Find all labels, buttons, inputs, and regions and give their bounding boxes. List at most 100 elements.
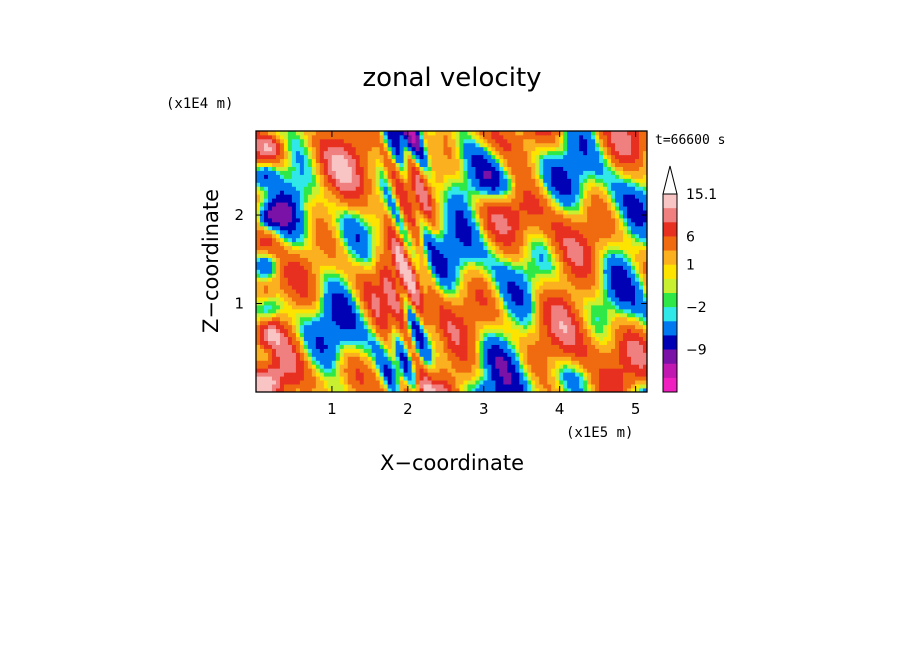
field-cell [479, 134, 484, 140]
field-cell [539, 190, 544, 195]
field-cell [507, 340, 512, 345]
field-cell [487, 221, 492, 227]
field-cell [555, 257, 560, 262]
field-cell [267, 158, 273, 164]
field-cell [339, 301, 345, 306]
field-cell [387, 277, 393, 282]
field-cell [419, 182, 424, 187]
field-cell [507, 289, 512, 294]
field-cell [431, 273, 436, 278]
field-cell [375, 376, 381, 381]
field-cell [319, 131, 325, 136]
field-cell [387, 289, 393, 294]
field-cell [331, 134, 337, 140]
field-cell [299, 376, 305, 381]
field-cell [531, 138, 536, 144]
field-cell [323, 340, 329, 345]
field-cell [439, 356, 444, 361]
field-cell [347, 352, 353, 357]
field-cell [355, 154, 361, 160]
field-cell [503, 320, 508, 326]
field-cell [439, 138, 444, 144]
field-cell [435, 146, 440, 152]
field-cell [503, 305, 508, 310]
field-cell [327, 380, 333, 385]
field-cell [267, 301, 273, 306]
field-cell [283, 289, 289, 294]
field-cell [415, 332, 420, 338]
field-cell [531, 372, 536, 377]
field-cell [523, 202, 528, 207]
field-cell [523, 380, 528, 385]
field-cell [399, 186, 405, 191]
field-cell [339, 221, 345, 227]
field-cell [491, 301, 496, 306]
field-cell [451, 320, 456, 326]
field-cell [323, 198, 329, 203]
field-cell [339, 131, 345, 136]
field-cell [455, 360, 460, 365]
field-cell [475, 202, 480, 207]
field-cell [339, 305, 345, 310]
field-cell [315, 388, 321, 393]
field-cell [323, 277, 329, 282]
field-cell [551, 301, 556, 306]
field-cell [455, 229, 460, 235]
field-cell [435, 384, 440, 389]
field-cell [311, 293, 317, 298]
field-cell [431, 162, 436, 167]
field-cell [403, 368, 409, 373]
field-cell [351, 190, 357, 195]
field-cell [467, 332, 472, 338]
field-cell [547, 237, 552, 243]
field-cell [463, 225, 468, 231]
field-cell [455, 134, 460, 140]
field-cell [419, 237, 424, 243]
field-cell [379, 340, 385, 345]
field-cell [335, 277, 341, 282]
field-cell [391, 340, 397, 345]
field-cell [315, 146, 321, 152]
field-cell [315, 214, 321, 219]
field-cell [487, 293, 492, 298]
field-cell [519, 364, 524, 369]
field-cell [287, 162, 293, 167]
field-cell [419, 150, 424, 156]
field-cell [303, 372, 309, 377]
field-cell [507, 312, 512, 318]
field-cell [431, 134, 436, 140]
field-cell [495, 131, 500, 136]
field-cell [515, 249, 520, 254]
field-cell [291, 253, 297, 258]
field-cell [303, 162, 309, 167]
field-cell [339, 190, 345, 195]
field-cell [267, 146, 273, 152]
field-cell [419, 206, 424, 211]
field-cell [499, 154, 504, 160]
field-cell [379, 142, 385, 148]
field-cell [551, 225, 556, 231]
field-cell [423, 380, 428, 385]
field-cell [543, 221, 548, 227]
field-cell [391, 265, 397, 270]
field-cell [259, 174, 265, 179]
field-cell [359, 142, 365, 148]
field-cell [387, 206, 393, 211]
field-cell [503, 237, 508, 243]
field-cell [519, 289, 524, 294]
field-cell [387, 372, 393, 377]
field-cell [535, 297, 540, 302]
field-cell [411, 328, 416, 334]
field-cell [455, 237, 460, 243]
field-cell [355, 320, 361, 326]
field-cell [319, 388, 325, 393]
field-cell [323, 376, 329, 381]
field-cell [499, 293, 504, 298]
field-cell [371, 324, 377, 330]
field-cell [351, 344, 357, 349]
field-cell [327, 293, 333, 298]
field-cell [351, 336, 357, 341]
field-cell [511, 281, 516, 286]
field-cell [295, 384, 301, 389]
field-cell [391, 285, 397, 290]
